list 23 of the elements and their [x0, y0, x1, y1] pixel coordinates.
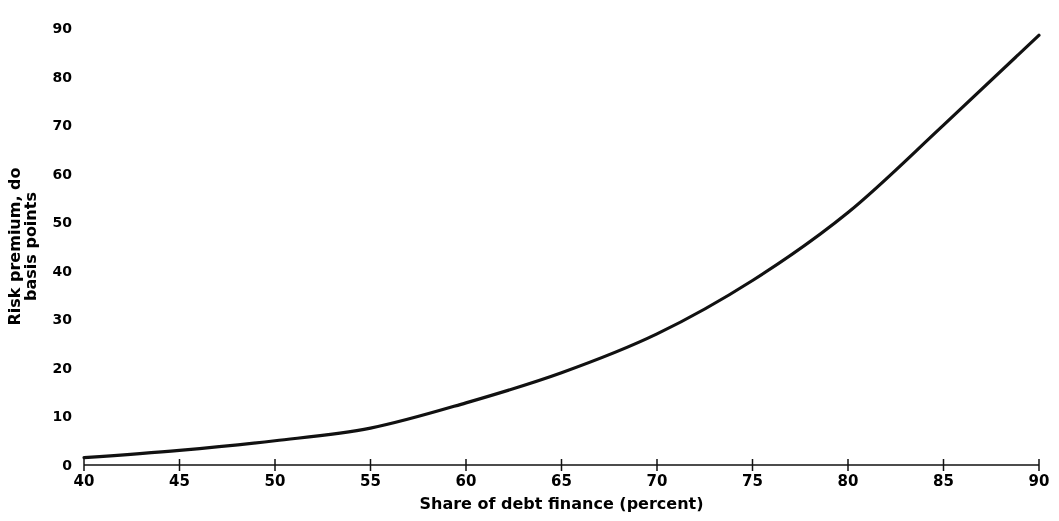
x-tick-label: 65	[551, 472, 572, 490]
x-tick-label: 60	[455, 472, 477, 490]
y-tick-label: 50	[52, 214, 73, 231]
y-tick-label: 0	[62, 457, 73, 473]
x-tick-label: 80	[837, 472, 859, 490]
y-axis-title: Risk premium, do basis points	[5, 167, 40, 326]
y-tick-label: 60	[52, 165, 73, 182]
y-tick-label: 20	[52, 359, 73, 376]
x-tick-label: 90	[1028, 472, 1050, 490]
x-tick-label: 40	[73, 472, 95, 490]
x-tick-label: 45	[169, 472, 190, 490]
x-tick-label: 50	[264, 472, 286, 490]
y-tick-label: 40	[52, 262, 73, 279]
y-tick-label: 80	[52, 68, 73, 85]
y-tick-label: 90	[52, 20, 73, 36]
x-tick-label: 85	[933, 472, 954, 490]
y-tick-label: 10	[52, 408, 73, 425]
y-tick-label: 70	[52, 117, 73, 134]
x-tick-label: 75	[742, 472, 763, 490]
x-tick-label: 55	[360, 472, 381, 490]
x-tick-label: 70	[646, 472, 668, 490]
y-tick-label: 30	[52, 311, 73, 328]
x-axis-title: Share of debt finance (percent)	[419, 494, 704, 513]
